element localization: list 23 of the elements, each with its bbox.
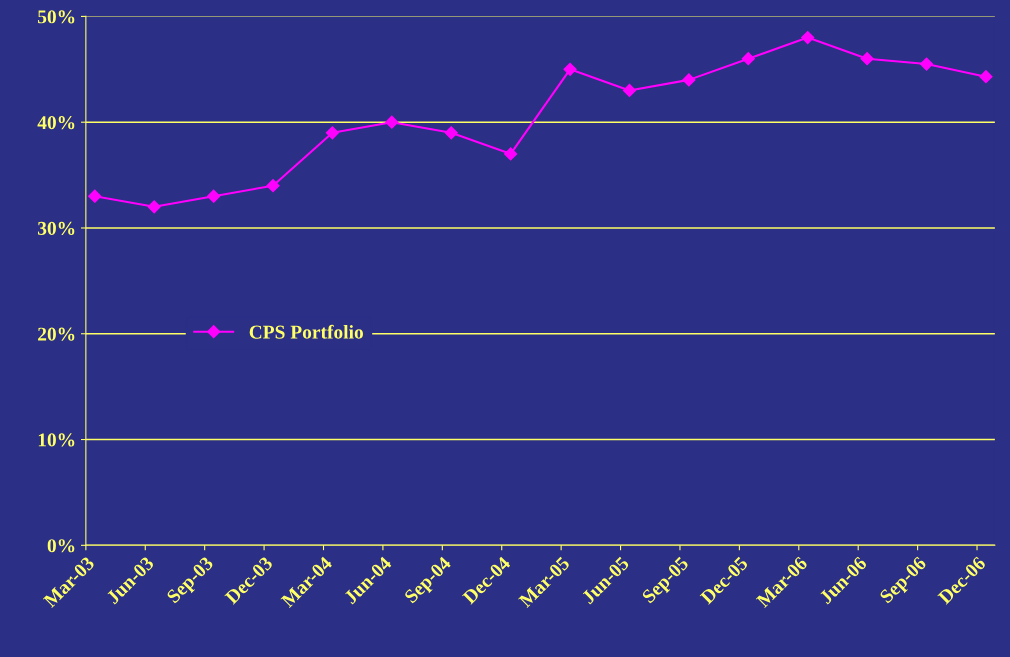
y-tick-label: 30% [37,221,75,235]
y-tick-label: 50% [38,10,75,24]
legend-label: CPS Portfolio [249,324,363,339]
point [206,189,221,203]
point [979,70,993,84]
y-tick-label: 10% [38,433,75,447]
point [741,52,755,66]
point [919,57,934,71]
point [385,115,399,129]
point [682,73,696,87]
point [860,52,874,66]
point [801,30,815,45]
point [266,179,280,193]
y-tick-label: 20% [38,327,75,341]
point [563,62,577,76]
point [622,83,637,98]
point [147,200,161,214]
point [504,147,518,161]
y-tick-label: 40% [37,116,75,130]
y-tick-label: 0% [47,539,75,553]
point [444,126,458,140]
point [88,189,102,203]
point [325,126,339,140]
